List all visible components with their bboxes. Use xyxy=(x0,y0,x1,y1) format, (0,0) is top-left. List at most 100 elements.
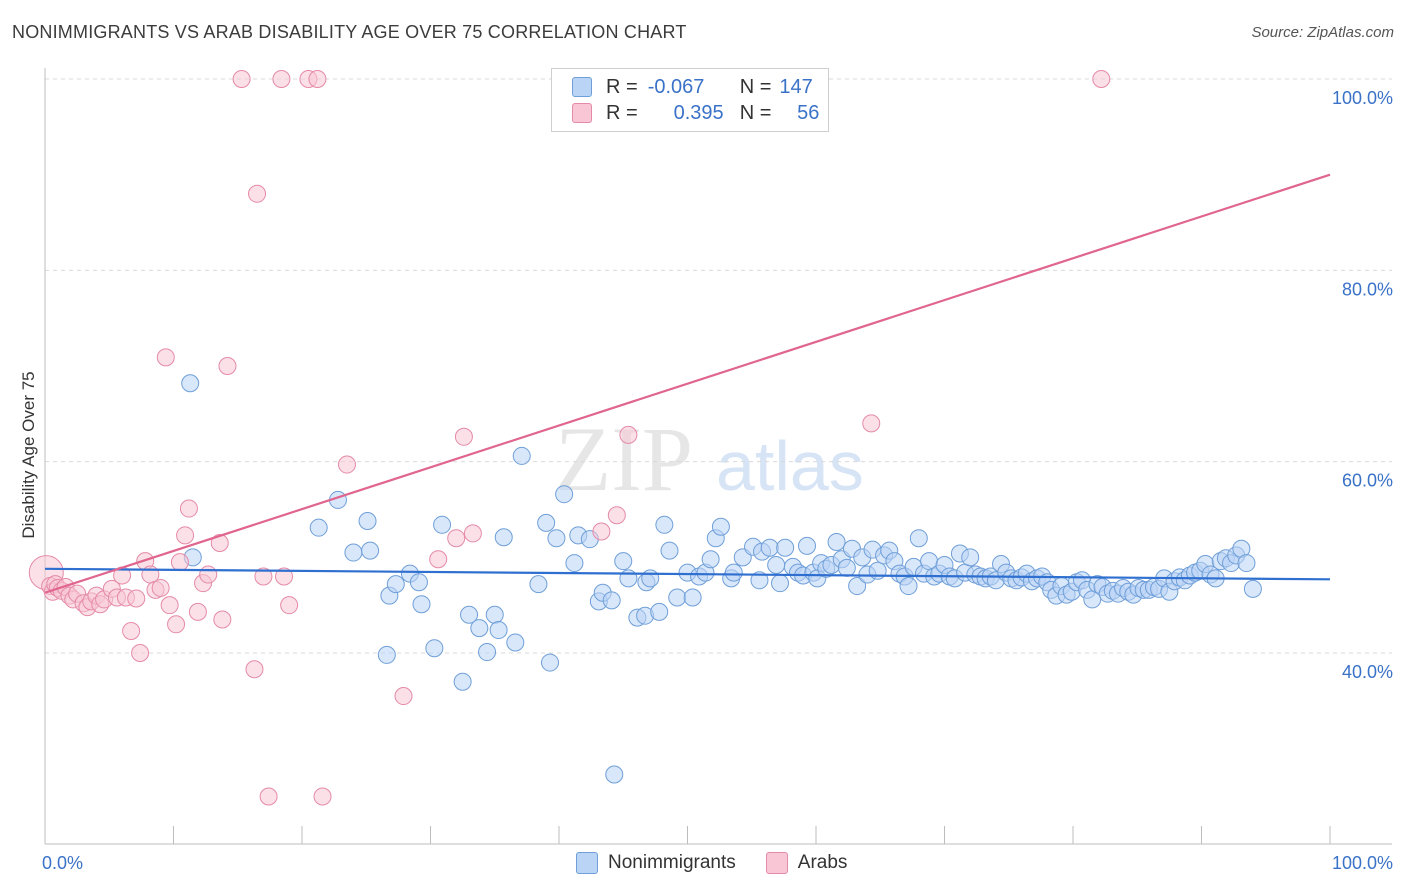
trend-line-nonimmigrants xyxy=(44,567,1331,581)
nonimmigrant-point xyxy=(683,588,702,607)
nonimmigrant-point xyxy=(489,621,508,640)
nonimmigrant-point xyxy=(494,528,513,547)
legend-row-nonimmigrants: R = -0.067 N = 147 xyxy=(572,75,813,99)
nonimmigrant-point xyxy=(650,602,669,621)
arab-point xyxy=(275,567,294,586)
nonimmigrant-point xyxy=(605,765,624,784)
nonimmigrant-point xyxy=(344,543,363,562)
blue-swatch-icon xyxy=(572,77,592,97)
arab-point xyxy=(1092,70,1111,88)
nonimmigrant-point xyxy=(485,605,504,624)
legend-r-value: 0.395 xyxy=(673,101,724,124)
legend-n-value: 147 xyxy=(779,75,813,98)
nonimmigrant-point xyxy=(377,645,396,664)
nonimmigrant-point xyxy=(386,575,405,594)
nonimmigrant-point xyxy=(506,633,525,652)
nonimmigrant-point xyxy=(798,536,817,555)
nonimmigrant-point xyxy=(701,550,720,569)
nonimmigrant-point xyxy=(361,541,380,560)
arab-point xyxy=(429,550,448,569)
series-legend: Nonimmigrants Arabs xyxy=(576,852,877,874)
nonimmigrant-point xyxy=(668,588,687,607)
arab-point xyxy=(619,425,638,444)
nonimmigrant-point xyxy=(425,639,444,658)
arab-point xyxy=(337,455,356,474)
nonimmigrant-point xyxy=(309,518,328,537)
series-arabs xyxy=(28,70,1111,806)
nonimmigrant-point xyxy=(771,574,790,593)
nonimmigrant-point xyxy=(460,605,479,624)
nonimmigrant-point xyxy=(478,643,497,662)
arab-point xyxy=(122,621,141,640)
legend-label-arabs: Arabs xyxy=(797,852,848,873)
legend-item-arabs[interactable]: Arabs xyxy=(765,852,848,874)
arab-point xyxy=(167,615,186,634)
nonimmigrant-point xyxy=(409,573,428,592)
arab-point xyxy=(862,414,881,433)
nonimmigrant-point xyxy=(655,515,674,534)
y-tick-label: 60.0% xyxy=(1342,471,1393,491)
correlation-legend: R = -0.067 N = 147 R = 0.395 N = 56 xyxy=(551,68,829,132)
arab-point xyxy=(210,533,229,552)
nonimmigrant-point xyxy=(750,571,769,590)
chart-title: NONIMMIGRANTS VS ARAB DISABILITY AGE OVE… xyxy=(12,22,687,42)
nonimmigrant-point xyxy=(181,374,200,393)
nonimmigrant-point xyxy=(909,529,928,548)
nonimmigrant-point xyxy=(541,653,560,672)
nonimmigrant-point xyxy=(537,513,556,532)
arab-point xyxy=(454,427,473,446)
blue-swatch-icon xyxy=(576,852,598,874)
arab-point xyxy=(592,522,611,541)
nonimmigrant-point xyxy=(961,548,980,567)
legend-label-nonimmigrants: Nonimmigrants xyxy=(608,852,736,873)
arab-point xyxy=(188,602,207,621)
arab-point xyxy=(160,596,179,615)
arab-point xyxy=(218,357,237,375)
pink-swatch-icon xyxy=(765,852,788,874)
nonimmigrant-point xyxy=(470,619,489,638)
nonimmigrant-point xyxy=(555,485,574,504)
arab-point xyxy=(151,578,170,597)
nonimmigrant-point xyxy=(547,529,566,548)
nonimmigrant-point xyxy=(602,591,621,610)
nonimmigrant-point xyxy=(827,533,846,552)
arab-point xyxy=(313,787,332,806)
arab-point xyxy=(245,660,264,679)
legend-r-label: R = xyxy=(606,75,638,98)
arab-point xyxy=(259,787,278,806)
nonimmigrant-point xyxy=(453,672,472,691)
watermark-atlas: atlas xyxy=(716,427,864,505)
arab-point xyxy=(254,567,273,586)
nonimmigrant-point xyxy=(1237,554,1256,573)
nonimmigrant-point xyxy=(724,563,743,582)
arab-point xyxy=(199,565,218,584)
y-tick-label: 80.0% xyxy=(1342,279,1393,299)
nonimmigrant-point xyxy=(614,552,633,571)
arab-point xyxy=(607,506,626,525)
nonimmigrant-point xyxy=(760,538,779,557)
legend-r-label: R = xyxy=(606,101,638,124)
nonimmigrant-point xyxy=(711,517,730,536)
arab-point xyxy=(280,596,299,615)
y-tick-label: 100.0% xyxy=(1332,88,1393,108)
arab-point xyxy=(179,499,198,518)
legend-row-arabs: R = 0.395 N = 56 xyxy=(572,101,819,125)
nonimmigrant-point xyxy=(837,558,856,577)
nonimmigrant-point xyxy=(619,569,638,588)
pink-swatch-icon xyxy=(572,103,592,123)
arab-point xyxy=(394,687,413,706)
arab-point xyxy=(248,184,267,203)
y-axis-label: Disability Age Over 75 xyxy=(19,371,38,538)
legend-n-label: N = xyxy=(739,101,772,124)
legend-item-nonimmigrants[interactable]: Nonimmigrants xyxy=(576,852,736,874)
nonimmigrant-point xyxy=(848,577,867,596)
arab-point xyxy=(170,553,189,572)
arab-point xyxy=(308,70,327,88)
legend-n-value: 56 xyxy=(797,101,820,124)
nonimmigrant-point xyxy=(767,555,786,574)
trend-line-arabs xyxy=(44,173,1331,594)
nonimmigrant-point xyxy=(899,577,918,596)
x-tick-label: 0.0% xyxy=(42,853,83,873)
x-tick-label: 100.0% xyxy=(1332,853,1393,873)
